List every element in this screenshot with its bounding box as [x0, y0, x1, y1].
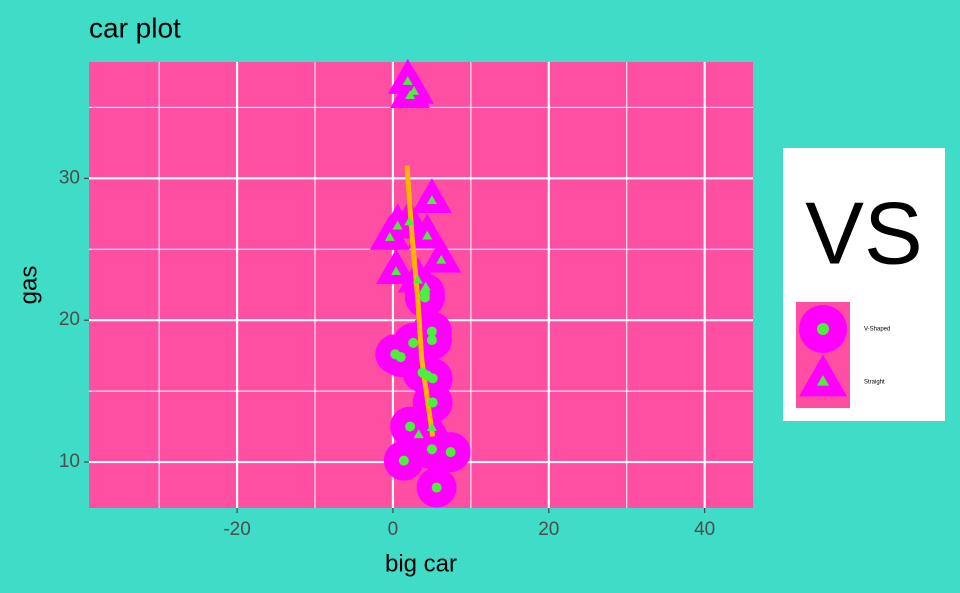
point — [402, 76, 413, 85]
point — [408, 337, 419, 348]
point — [384, 232, 395, 241]
x-axis-label: big car — [385, 550, 457, 577]
point — [395, 352, 406, 363]
y-tick-label: 30 — [59, 167, 80, 188]
x-tick-label: 0 — [388, 519, 399, 540]
point — [413, 429, 424, 439]
legend-title: VS — [805, 183, 922, 282]
point — [420, 281, 431, 291]
point — [426, 195, 437, 205]
point — [408, 86, 419, 95]
point — [398, 455, 409, 466]
point — [427, 373, 438, 384]
x-tick-label: 40 — [694, 519, 715, 540]
point — [392, 220, 403, 230]
point — [412, 274, 423, 284]
y-tick-label: 10 — [59, 451, 80, 472]
point — [445, 447, 456, 458]
point — [422, 230, 433, 240]
point — [391, 266, 402, 275]
point — [404, 216, 415, 226]
point — [426, 326, 437, 337]
point — [431, 482, 442, 493]
legend-label: Straight — [864, 380, 885, 386]
legend-label: V-Shaped — [864, 327, 890, 333]
point — [426, 422, 437, 431]
x-tick-label: 20 — [538, 519, 559, 540]
x-tick-label: -20 — [223, 519, 250, 540]
y-axis-label: gas — [15, 266, 42, 305]
point — [426, 335, 437, 346]
legend-symbol — [817, 375, 829, 386]
point — [427, 397, 438, 408]
point — [436, 254, 447, 264]
smooth-line — [404, 165, 436, 437]
y-tick-label: 20 — [59, 309, 80, 330]
point — [419, 292, 430, 303]
point — [405, 90, 416, 100]
legend-symbol — [817, 323, 829, 335]
chart-title: car plot — [89, 12, 181, 43]
point — [426, 444, 437, 455]
point — [405, 421, 416, 432]
